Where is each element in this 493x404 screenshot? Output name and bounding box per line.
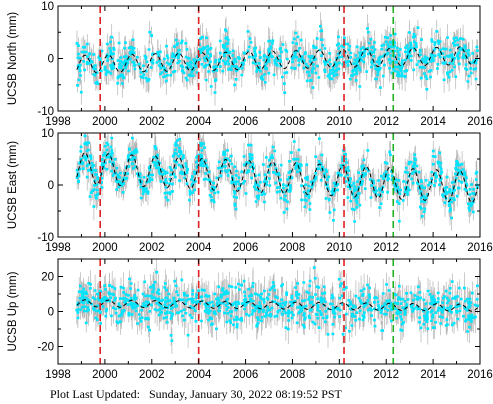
x-tick-label: 2006: [233, 116, 259, 128]
y-axis-label: UCSB East (mm): [7, 141, 19, 229]
x-tick-label: 2012: [373, 369, 399, 381]
y-tick-label: -20: [37, 342, 54, 354]
y-tick-label: 0: [48, 180, 54, 192]
x-tick-label: 2004: [186, 242, 212, 254]
model-curve-1: [76, 152, 479, 204]
panel-0: 1998 2000 2002 2004 2006 2008 2010 2012 2014 2016…: [7, 1, 493, 128]
x-tick-label: 1998: [45, 369, 71, 381]
x-tick-label: 2008: [280, 242, 306, 254]
x-tick-label: 2014: [420, 242, 446, 254]
x-tick-label: 2004: [186, 369, 212, 381]
x-tick-label: 2012: [373, 116, 399, 128]
x-tick-label: 2008: [280, 369, 306, 381]
x-tick-label: 2014: [420, 369, 446, 381]
x-tick-label: 2002: [139, 369, 165, 381]
x-tick-label: 2016: [467, 369, 493, 381]
x-tick-label: 2010: [327, 369, 353, 381]
model-curve-0: [76, 46, 479, 74]
plot-updated-footer: Plot Last Updated: Sunday, January 30, 2…: [50, 387, 342, 402]
footer-timestamp: Sunday, January 30, 2022 08:19:52 PST: [149, 387, 342, 401]
y-tick-label: 0: [48, 54, 54, 66]
x-tick-label: 2000: [92, 116, 118, 128]
x-tick-label: 1998: [45, 242, 71, 254]
data-points-0: [75, 25, 479, 94]
plot-area-2: [75, 259, 479, 354]
x-tick-label: 2002: [139, 116, 165, 128]
panel-1: 1998 2000 2002 2004 2006 2008 2010 2012 2014 2016…: [7, 128, 493, 254]
data-points-1: [75, 134, 479, 223]
model-curve-2: [76, 299, 479, 312]
y-tick-label: 10: [41, 1, 54, 13]
y-tick-label: 20: [41, 272, 54, 284]
panel-2: 1998 2000 2002 2004 2006 2008 2010 2012 2014 2016…: [7, 258, 493, 381]
plot-area-1: [75, 133, 479, 234]
x-tick-label: 2010: [327, 242, 353, 254]
x-tick-label: 2006: [233, 369, 259, 381]
y-axis-label: UCSB North (mm): [7, 12, 19, 105]
footer-label: Plot Last Updated:: [50, 387, 140, 401]
x-tick-label: 2006: [233, 242, 259, 254]
y-tick-label: -10: [37, 106, 54, 118]
y-tick-label: -10: [37, 232, 54, 244]
y-axis-label: UCSB Up (mm): [7, 271, 19, 351]
x-tick-label: 2000: [92, 369, 118, 381]
x-tick-label: 2010: [327, 116, 353, 128]
x-tick-label: 2004: [186, 116, 212, 128]
x-tick-label: 2012: [373, 242, 399, 254]
x-tick-label: 1998: [45, 116, 71, 128]
error-bars-1: [76, 133, 478, 234]
x-tick-label: 2008: [280, 116, 306, 128]
y-tick-label: 10: [41, 128, 54, 140]
x-tick-label: 2016: [467, 242, 493, 254]
plot-area-0: [75, 12, 479, 106]
x-tick-label: 2016: [467, 116, 493, 128]
x-tick-label: 2000: [92, 242, 118, 254]
x-tick-label: 2002: [139, 242, 165, 254]
y-tick-label: 0: [48, 307, 54, 319]
x-tick-label: 2014: [420, 116, 446, 128]
